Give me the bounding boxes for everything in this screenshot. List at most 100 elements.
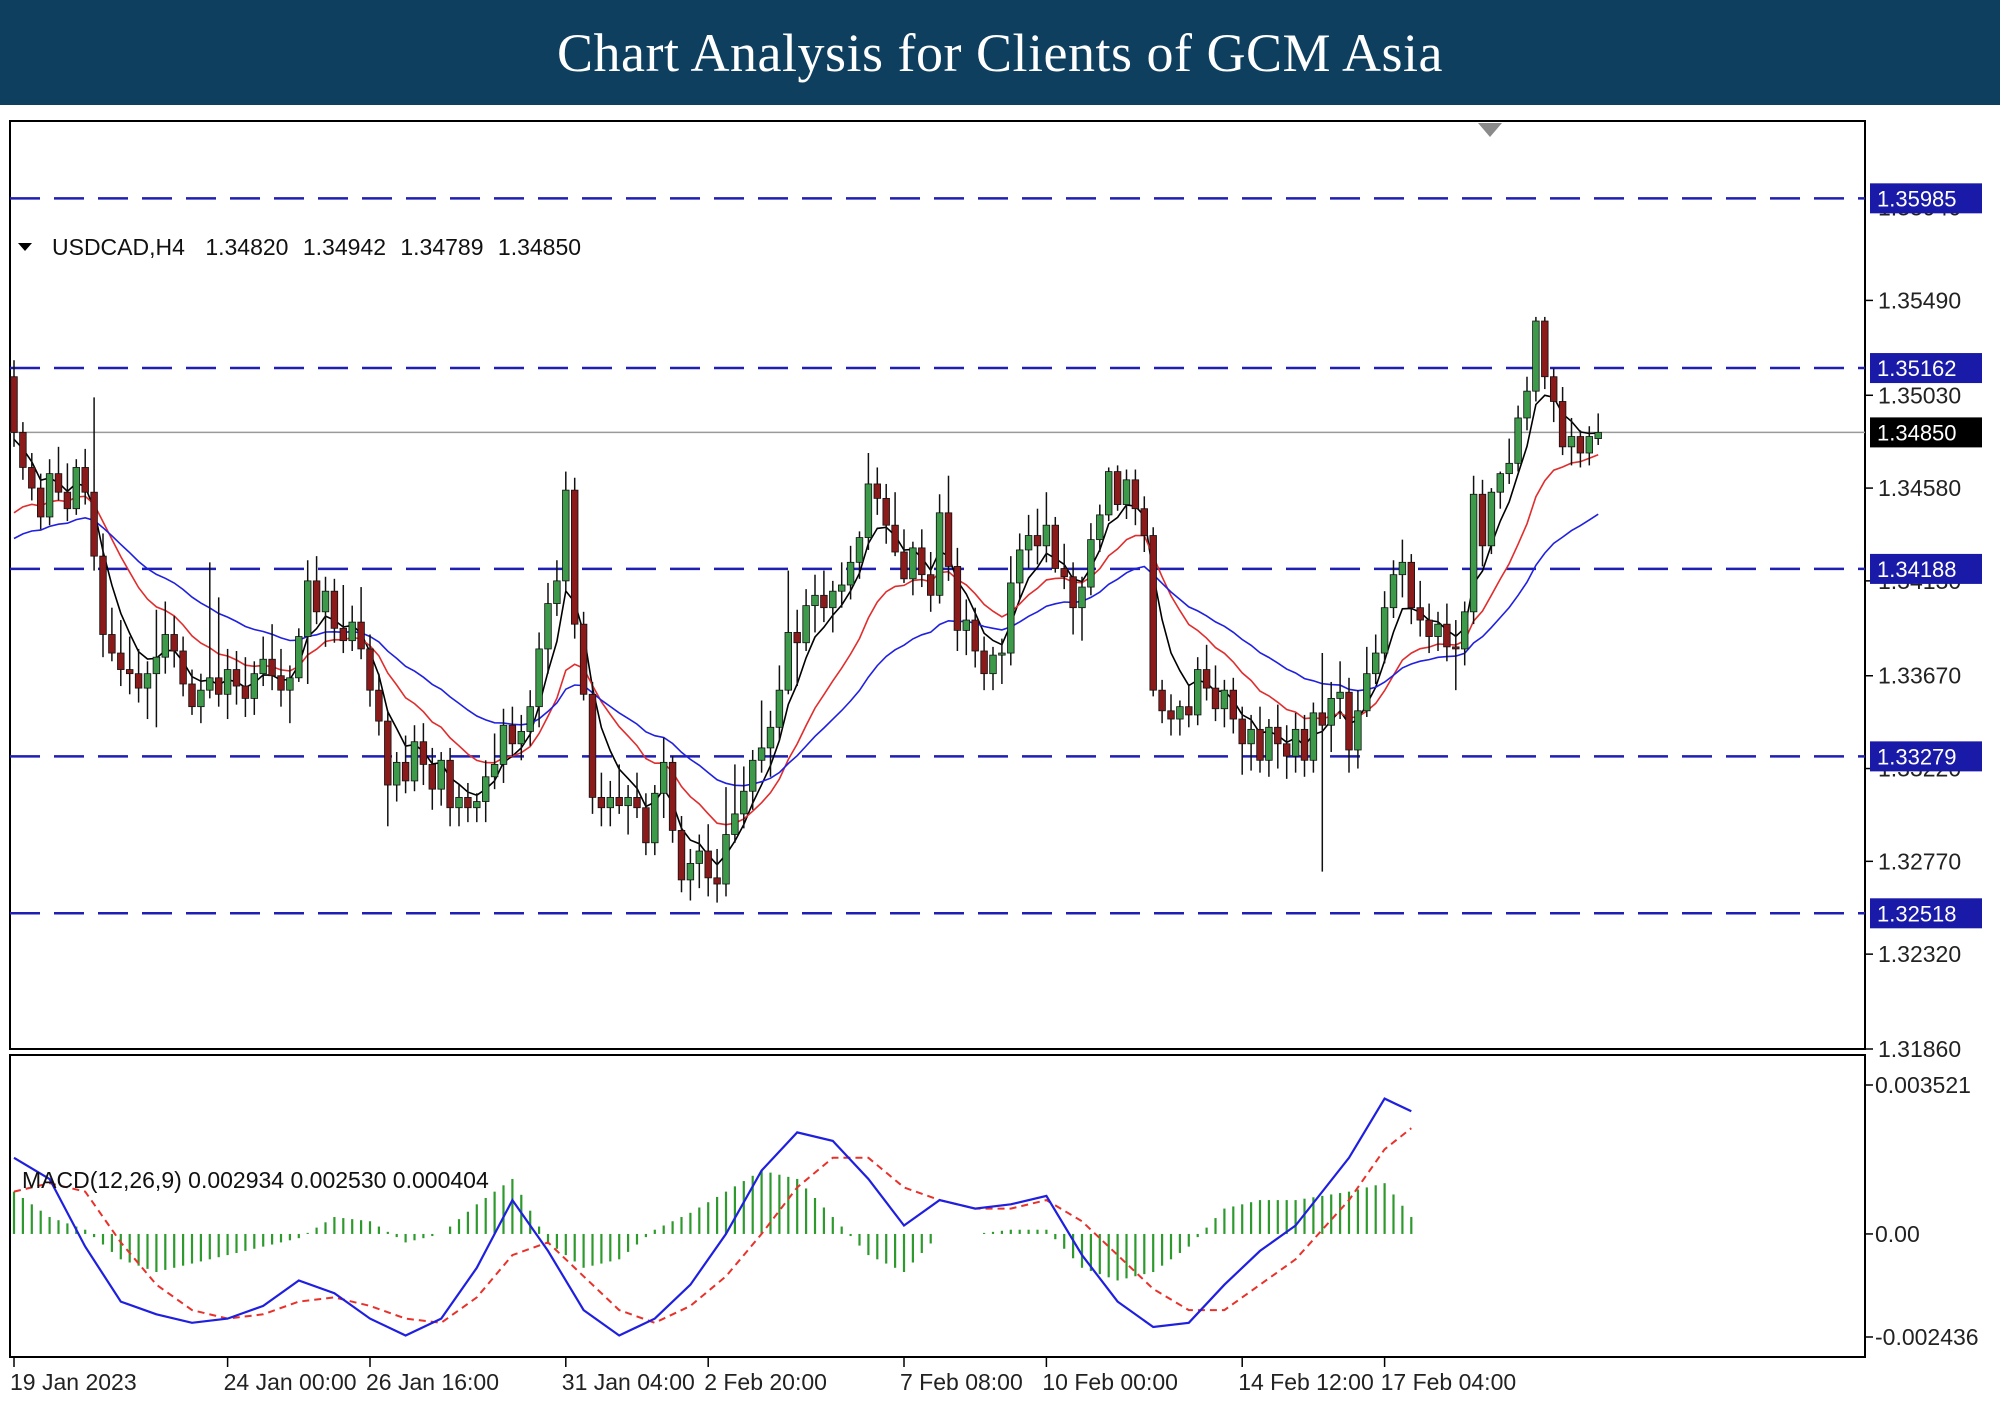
time-tick-label: 14 Feb 12:00 <box>1238 1369 1374 1395</box>
candle-body <box>775 689 784 728</box>
candle-body <box>1113 471 1122 505</box>
candle-body <box>19 431 27 468</box>
time-axis: 19 Jan 2023 24 Jan 00:00 26 Jan 16:00 31 Ja… <box>10 1357 1516 1395</box>
candle-body <box>677 830 686 881</box>
candle-body <box>1496 473 1504 493</box>
level-tag <box>1870 898 1982 929</box>
price-tick-label: 1.32770 <box>1878 848 1961 874</box>
candle-body <box>473 801 481 809</box>
candle-body <box>1016 549 1024 584</box>
candle-body <box>1256 728 1264 761</box>
time-tick-label: 10 Feb 00:00 <box>1042 1369 1178 1395</box>
candle-body <box>927 574 935 596</box>
candle-body <box>935 512 944 596</box>
candle-body <box>481 776 490 802</box>
candle-body <box>1185 706 1193 716</box>
candle-body <box>1514 417 1522 464</box>
candle-body <box>1194 669 1202 716</box>
level-tag <box>1870 183 1982 214</box>
level-tag-label: 1.34188 <box>1877 557 1957 582</box>
candle-body <box>357 621 365 650</box>
candle-body <box>1122 479 1131 505</box>
candlesticks <box>10 316 1602 903</box>
candle-body <box>615 797 623 807</box>
candle-body <box>953 566 962 631</box>
candle-body <box>401 761 410 782</box>
candle-body <box>1078 586 1086 609</box>
candle-body <box>1505 462 1513 475</box>
candle-body <box>117 652 125 670</box>
candle-body <box>37 487 45 518</box>
candle-body <box>766 726 775 749</box>
candle-body <box>161 634 169 658</box>
candle-body <box>971 619 979 652</box>
candle-body <box>873 483 881 499</box>
svg-text:USDCAD,H4 1.34820 1.34: USDCAD,H4 1.34820 1.34942 1.34789 1.3485… <box>52 234 581 260</box>
candle-body <box>1354 710 1362 751</box>
candle-body <box>126 669 134 675</box>
candle-body <box>437 759 445 790</box>
level-tag <box>1870 741 1982 772</box>
candle-body <box>303 580 312 637</box>
candle-body <box>1051 524 1059 569</box>
chart-shift-marker-icon[interactable] <box>1478 123 1502 137</box>
candle-body <box>419 741 428 765</box>
level-tag-label: 1.32518 <box>1877 901 1957 926</box>
candle-body <box>312 580 321 613</box>
price-tick-label: 1.35490 <box>1878 287 1961 313</box>
candle-body <box>989 654 997 675</box>
candle-body <box>1309 712 1318 761</box>
low-value: 1.34789 <box>400 234 483 260</box>
candle-body <box>660 761 668 794</box>
candle-body <box>375 689 383 722</box>
candle-body <box>108 634 116 654</box>
candle-body <box>1398 561 1407 576</box>
candle-body <box>571 489 579 625</box>
price-tick-label: 1.33670 <box>1878 663 1961 689</box>
candle-body <box>962 619 970 631</box>
current-price-tag <box>1870 417 1982 448</box>
candle-body <box>152 656 161 675</box>
page-title: Chart Analysis for Clients of GCM Asia <box>557 22 1443 83</box>
candle-body <box>1380 607 1389 654</box>
candle-body <box>811 594 819 607</box>
macd-pane <box>9 1054 1866 1358</box>
candle-body <box>1096 514 1104 541</box>
candle-body <box>1167 710 1175 720</box>
candle-body <box>1469 493 1478 613</box>
candle-body <box>1523 390 1531 419</box>
candle-body <box>1461 611 1469 650</box>
candle-body <box>1158 689 1166 712</box>
chart-canvas: 1.354901.350301.345801.341301.336701.332… <box>9 120 1982 1395</box>
candle-body <box>891 524 899 553</box>
candle-body <box>241 685 250 699</box>
candle-body <box>197 689 205 708</box>
candle-body <box>517 731 525 745</box>
candle-body <box>286 677 294 691</box>
candle-body <box>855 537 864 563</box>
macd-tick-label: 0.003521 <box>1875 1072 1971 1098</box>
candle-body <box>392 761 401 786</box>
macd-tick-label: -0.002436 <box>1875 1324 1979 1350</box>
candle-body <box>820 594 828 609</box>
candle-body <box>81 467 89 493</box>
candle-body <box>63 491 72 510</box>
candle-body <box>882 497 890 526</box>
open-value: 1.34820 <box>205 234 288 260</box>
candle-body <box>526 706 534 732</box>
candle-body <box>1487 491 1496 547</box>
candle-body <box>410 741 419 782</box>
candle-body <box>784 632 792 691</box>
candle-body <box>1274 726 1282 745</box>
macd-main-line <box>13 1097 1412 1337</box>
candle-body <box>1069 576 1077 609</box>
candle-body <box>1550 376 1558 402</box>
chevron-down-icon[interactable] <box>18 243 32 251</box>
level-tag-label: 1.33279 <box>1877 744 1957 769</box>
candle-body <box>499 724 508 765</box>
candle-body <box>909 547 917 580</box>
price-tags: 1.35985 1.35162 1.34188 1.33279 1.32518 1.348… <box>1870 183 1982 929</box>
candle-body <box>802 605 810 644</box>
candle-body <box>588 693 597 798</box>
candle-body <box>668 761 677 831</box>
